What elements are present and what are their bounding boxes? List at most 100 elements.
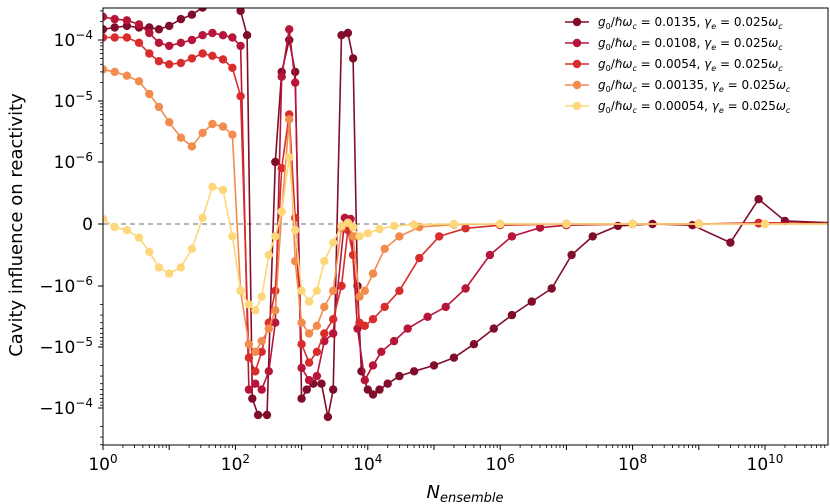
legend-entry-5: g0/ℏωc = 0.00054, γe = 0.025ωc — [565, 99, 791, 115]
series-1-point — [489, 324, 498, 333]
series-3-point — [461, 224, 470, 233]
series-5-point — [285, 153, 294, 162]
series-5-point — [496, 219, 505, 229]
series-5-point — [218, 185, 228, 195]
y-tick-label: 0 — [82, 215, 93, 235]
series-5-point — [198, 213, 207, 222]
series-3-point — [304, 358, 314, 367]
series-1-point — [343, 28, 353, 38]
series-5-point — [145, 247, 154, 257]
series-2-point — [285, 25, 294, 34]
series-4-point — [244, 340, 254, 349]
series-5-point — [449, 219, 459, 229]
legend-label: g0/ℏωc = 0.00054, γe = 0.025ωc — [598, 99, 791, 115]
series-5-point — [562, 219, 571, 229]
series-2-point — [122, 16, 132, 25]
series-5-point — [760, 219, 770, 229]
series-2-point — [176, 38, 186, 47]
legend-label: g0/ℏωc = 0.00135, γe = 0.025ωc — [598, 78, 791, 94]
series-4-point — [348, 232, 358, 241]
series-4-point — [320, 302, 329, 312]
series-5-point — [176, 263, 186, 272]
series-1-point — [291, 67, 300, 77]
x-tick-label: 106 — [486, 452, 515, 475]
series-2-point — [507, 232, 517, 241]
series-4-point — [360, 286, 369, 295]
series-5-point — [329, 238, 338, 247]
y-tick-label: 10−6 — [54, 150, 93, 173]
series-1-point — [165, 21, 174, 31]
series-2-point — [198, 31, 207, 40]
series-2-point — [251, 379, 260, 388]
legend-entry-2: g0/ℏωc = 0.0108, γe = 0.025ωc — [565, 36, 783, 52]
series-2-point — [154, 38, 164, 47]
legend-entry-3: g0/ℏωc = 0.0054, γe = 0.025ωc — [565, 57, 783, 73]
series-1-point — [409, 367, 419, 376]
series-3-point — [228, 63, 237, 72]
series-5-point — [228, 232, 237, 241]
series-2 — [103, 12, 828, 394]
series-3-point — [218, 55, 228, 64]
series-1-point — [469, 340, 479, 349]
series-2-point — [461, 284, 470, 293]
series-2-point — [165, 41, 174, 51]
series-2-point — [208, 28, 217, 38]
legend-entry-4: g0/ℏωc = 0.00135, γe = 0.025ωc — [565, 78, 791, 94]
series-4-point — [291, 257, 300, 266]
series-4-point — [257, 336, 266, 346]
series-5-point — [694, 219, 703, 229]
series-1-point — [507, 310, 517, 320]
series-4-point — [368, 269, 378, 278]
series-2-point — [403, 324, 412, 333]
series-4-point — [228, 130, 237, 139]
series-1-point — [329, 385, 338, 394]
series-2-point — [297, 363, 306, 373]
series-3-point — [208, 51, 217, 60]
series-2-point — [228, 33, 237, 42]
series-1-point — [103, 25, 108, 34]
series-5-point — [389, 221, 399, 231]
series-1-point — [726, 238, 735, 247]
series-2-point — [360, 376, 369, 385]
series-4-point — [264, 324, 273, 333]
series-3-point — [244, 353, 254, 362]
series-5 — [103, 153, 828, 315]
series-4-point — [380, 244, 389, 253]
series-2-point — [291, 78, 300, 87]
series-3-point — [198, 49, 207, 58]
series-2-point — [312, 371, 322, 381]
series-1-point — [198, 8, 207, 12]
series-4-point — [251, 347, 260, 356]
series-3-point — [110, 33, 119, 42]
series-3-point — [122, 33, 132, 42]
series-3-point — [320, 329, 329, 338]
series-1-point — [253, 410, 263, 420]
series-1-point — [248, 394, 257, 403]
series-5-point — [312, 286, 322, 295]
series-1-point — [154, 25, 164, 34]
series-4-point — [154, 102, 164, 112]
series-1-point — [395, 371, 404, 381]
series-2-point — [485, 250, 495, 260]
series-4-point — [145, 89, 154, 99]
series-3-point — [145, 49, 154, 58]
series-2-point — [187, 35, 197, 45]
series-5-point — [628, 219, 637, 229]
series-3-point — [415, 253, 424, 263]
series-5-point — [103, 214, 108, 224]
series-1-point — [297, 394, 306, 403]
series-5-point — [187, 244, 197, 253]
legend-label: g0/ℏωc = 0.0054, γe = 0.025ωc — [598, 57, 783, 73]
plot-area — [103, 8, 828, 422]
series-2-point — [264, 367, 273, 376]
series-2-point — [304, 376, 314, 385]
series-1-point — [547, 284, 556, 293]
series-2-point — [441, 302, 450, 312]
series-5-point — [363, 229, 372, 238]
axes: 100 102 104 106 108 1010 10−4 10−5 10−6 0 −10−6 −10… — [39, 7, 829, 475]
x-tick-label: 108 — [618, 452, 647, 475]
series-5-point — [348, 222, 358, 232]
series-5-point — [134, 233, 144, 242]
series-1-point — [375, 385, 384, 394]
series-1-point — [187, 10, 197, 19]
